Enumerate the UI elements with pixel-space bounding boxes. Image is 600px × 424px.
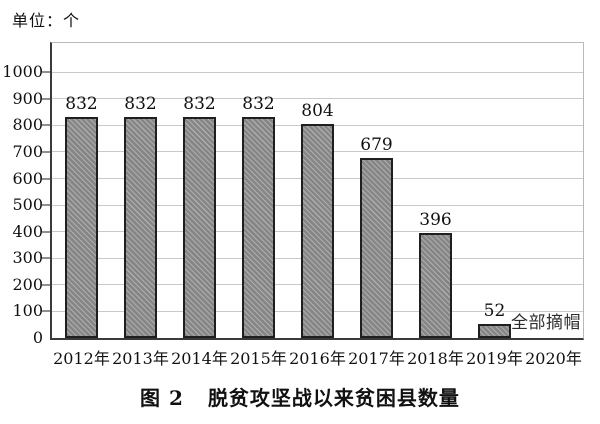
bar-2013年 [124, 116, 157, 338]
y-tick-mark-700 [42, 150, 50, 153]
bar-2017年 [360, 157, 393, 338]
bar-value-label-2019年: 52 [483, 301, 506, 322]
bar-slot-2012年: 832 [52, 43, 111, 338]
bar-value-label-2016年: 804 [301, 101, 334, 122]
bar-slot-2020年 [524, 43, 583, 338]
y-tick-mark-500 [42, 204, 50, 207]
y-axis-tick-labels: 0 100 200 300 400 500 600 700 800 900 1000 [0, 43, 43, 347]
x-tick-label-2019年: 2019年 [466, 349, 523, 368]
x-tick-label-2015年: 2015年 [230, 349, 287, 368]
y-tick-label-700: 700 [12, 141, 43, 161]
y-tick-mark-900 [42, 97, 50, 100]
y-tick-mark-400 [42, 230, 50, 233]
x-tick-label-2012年: 2012年 [53, 349, 110, 368]
plot-area: 832 832 832 832 804 679 396 52 全部摘帽 [42, 42, 584, 340]
bar-slot-2013年: 832 [111, 43, 170, 338]
x-tick-label-2017年: 2017年 [348, 349, 405, 368]
y-tick-label-300: 300 [12, 248, 43, 268]
x-tick-label-2013年: 2013年 [112, 349, 169, 368]
y-tick-label-900: 900 [12, 88, 43, 108]
figure-number: 图 2 [140, 386, 184, 410]
y-tick-label-500: 500 [12, 195, 43, 215]
bar-value-label-2012年: 832 [65, 94, 98, 115]
bar-2016年 [301, 124, 334, 338]
annotation-all-delisted: 全部摘帽 [511, 313, 581, 333]
y-tick-mark-800 [42, 124, 50, 127]
y-tick-label-200: 200 [12, 274, 43, 294]
bar-slot-2016年: 804 [288, 43, 347, 338]
bar-slot-2017年: 679 [347, 43, 406, 338]
bar-value-label-2013年: 832 [124, 94, 157, 115]
y-tick-label-1000: 1000 [2, 62, 43, 82]
y-tick-label-600: 600 [12, 168, 43, 188]
figure-title: 脱贫攻坚战以来贫困县数量 [207, 386, 460, 410]
x-tick-label-2016年: 2016年 [289, 349, 346, 368]
bar-2012年 [65, 116, 98, 338]
bar-value-label-2015年: 832 [242, 94, 275, 115]
x-axis-tick-labels: 2012年 2013年 2014年 2015年 2016年 2017年 2018年 2019年… [52, 345, 583, 369]
bars-container: 832 832 832 832 804 679 396 52 [52, 43, 583, 338]
y-tick-mark-600 [42, 177, 50, 180]
bar-slot-2015年: 832 [229, 43, 288, 338]
bar-2018年 [419, 232, 452, 338]
x-tick-label-2014年: 2014年 [171, 349, 228, 368]
y-tick-mark-300 [42, 257, 50, 260]
gridline-900 [52, 98, 583, 100]
y-tick-label-800: 800 [12, 115, 43, 135]
bar-value-label-2018年: 396 [419, 209, 452, 230]
unit-label: 单位：个 [12, 11, 81, 30]
bar-2014年 [183, 116, 216, 338]
y-tick-label-100: 100 [12, 301, 43, 321]
bar-2015年 [242, 116, 275, 338]
bar-value-label-2017年: 679 [360, 134, 393, 155]
figure-caption: 图 2 脱贫攻坚战以来贫困县数量 [0, 382, 600, 411]
y-tick-label-400: 400 [12, 221, 43, 241]
y-tick-label-0: 0 [32, 328, 43, 347]
gridline-1000 [52, 71, 583, 73]
y-tick-mark-1000 [42, 71, 50, 74]
y-tick-mark-200 [42, 283, 50, 286]
bar-value-label-2014年: 832 [183, 94, 216, 115]
bar-slot-2019年: 52 [465, 43, 524, 338]
y-tick-mark-100 [42, 310, 50, 313]
bar-slot-2014年: 832 [170, 43, 229, 338]
bar-slot-2018年: 396 [406, 43, 465, 338]
x-tick-label-2020年: 2020年 [525, 349, 582, 368]
x-tick-label-2018年: 2018年 [407, 349, 464, 368]
bar-2019年 [478, 324, 511, 338]
